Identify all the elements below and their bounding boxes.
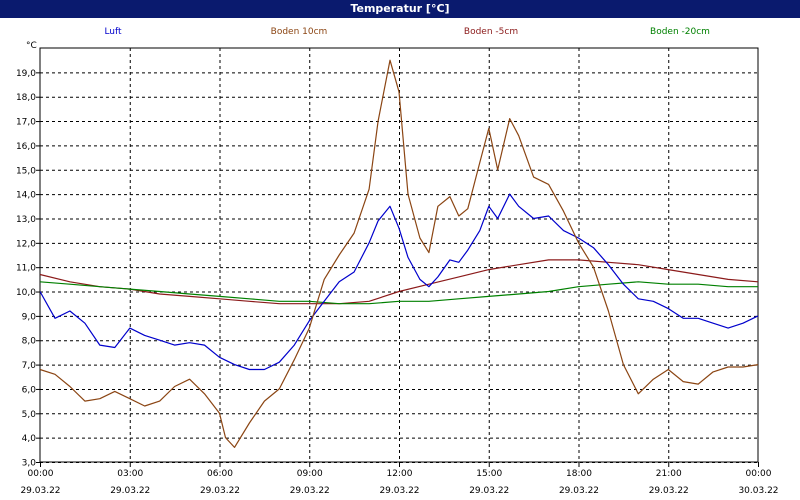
x-tick-date: 29.03.22: [559, 486, 599, 496]
grid: [39, 47, 759, 463]
x-tick-time: 03:00: [117, 469, 143, 479]
x-axis: 00:00 29.03.22 03:00 29.03.22 06:00 29.03.22 0…: [20, 462, 779, 496]
y-tick-label: 7,0: [22, 361, 37, 371]
y-tick-label: 19,0: [16, 69, 36, 79]
x-tick-date: 29.03.22: [200, 486, 240, 496]
series-line-boden-5cm: [39, 259, 759, 305]
series-line-boden-20cm: [39, 281, 758, 305]
y-tick-label: 18,0: [16, 93, 36, 103]
legend-item-luft: Luft: [104, 27, 122, 37]
x-tick-time: 21:00: [656, 469, 682, 479]
y-tick-label: 10,0: [16, 288, 36, 298]
y-tick-label: 11,0: [16, 264, 36, 274]
series-line-boden-10cm: [39, 59, 759, 448]
x-tick-time: 12:00: [387, 469, 413, 479]
legend-item-boden-10cm: Boden 10cm: [271, 27, 328, 37]
y-tick-label: 8,0: [22, 337, 37, 347]
y-tick-label: 3,0: [22, 459, 37, 469]
y-tick-label: 6,0: [22, 385, 37, 395]
series-layer: [39, 59, 759, 448]
x-tick-time: 15:00: [476, 469, 502, 479]
x-tick-time: 06:00: [207, 469, 233, 479]
x-tick-time: 00:00: [28, 469, 54, 479]
y-tick-label: 13,0: [16, 215, 36, 225]
chart-title: Temperatur [°C]: [0, 0, 800, 18]
x-tick-date: 29.03.22: [20, 486, 60, 496]
x-tick-date: 29.03.22: [110, 486, 150, 496]
y-tick-label: 5,0: [22, 410, 37, 420]
x-tick-date: 29.03.22: [290, 486, 330, 496]
y-tick-label: 12,0: [16, 239, 36, 249]
series-line-luft: [39, 193, 759, 371]
x-tick-date: 29.03.22: [469, 486, 509, 496]
y-tick-label: 9,0: [22, 312, 37, 322]
x-tick-date: 29.03.22: [649, 486, 689, 496]
legend: Luft Boden 10cm Boden -5cm Boden -20cm: [104, 27, 710, 37]
legend-item-boden-5cm: Boden -5cm: [464, 27, 518, 37]
y-tick-label: 17,0: [16, 118, 36, 128]
y-unit-label: °C: [26, 41, 37, 51]
x-tick-time: 18:00: [566, 469, 592, 479]
y-tick-label: 16,0: [16, 142, 36, 152]
y-tick-label: 15,0: [16, 166, 36, 176]
y-axis: 3,0 4,0 5,0 6,0 7,0 8,0 9,0 10,0 11,0 12,0 13,0 14,…: [16, 41, 40, 469]
x-tick-date: 30.03.22: [738, 486, 778, 496]
y-tick-label: 14,0: [16, 191, 36, 201]
x-tick-time: 00:00: [746, 469, 772, 479]
x-tick-time: 09:00: [297, 469, 323, 479]
legend-item-boden-20cm: Boden -20cm: [650, 27, 710, 37]
x-tick-date: 29.03.22: [379, 486, 419, 496]
y-tick-label: 4,0: [22, 434, 37, 444]
